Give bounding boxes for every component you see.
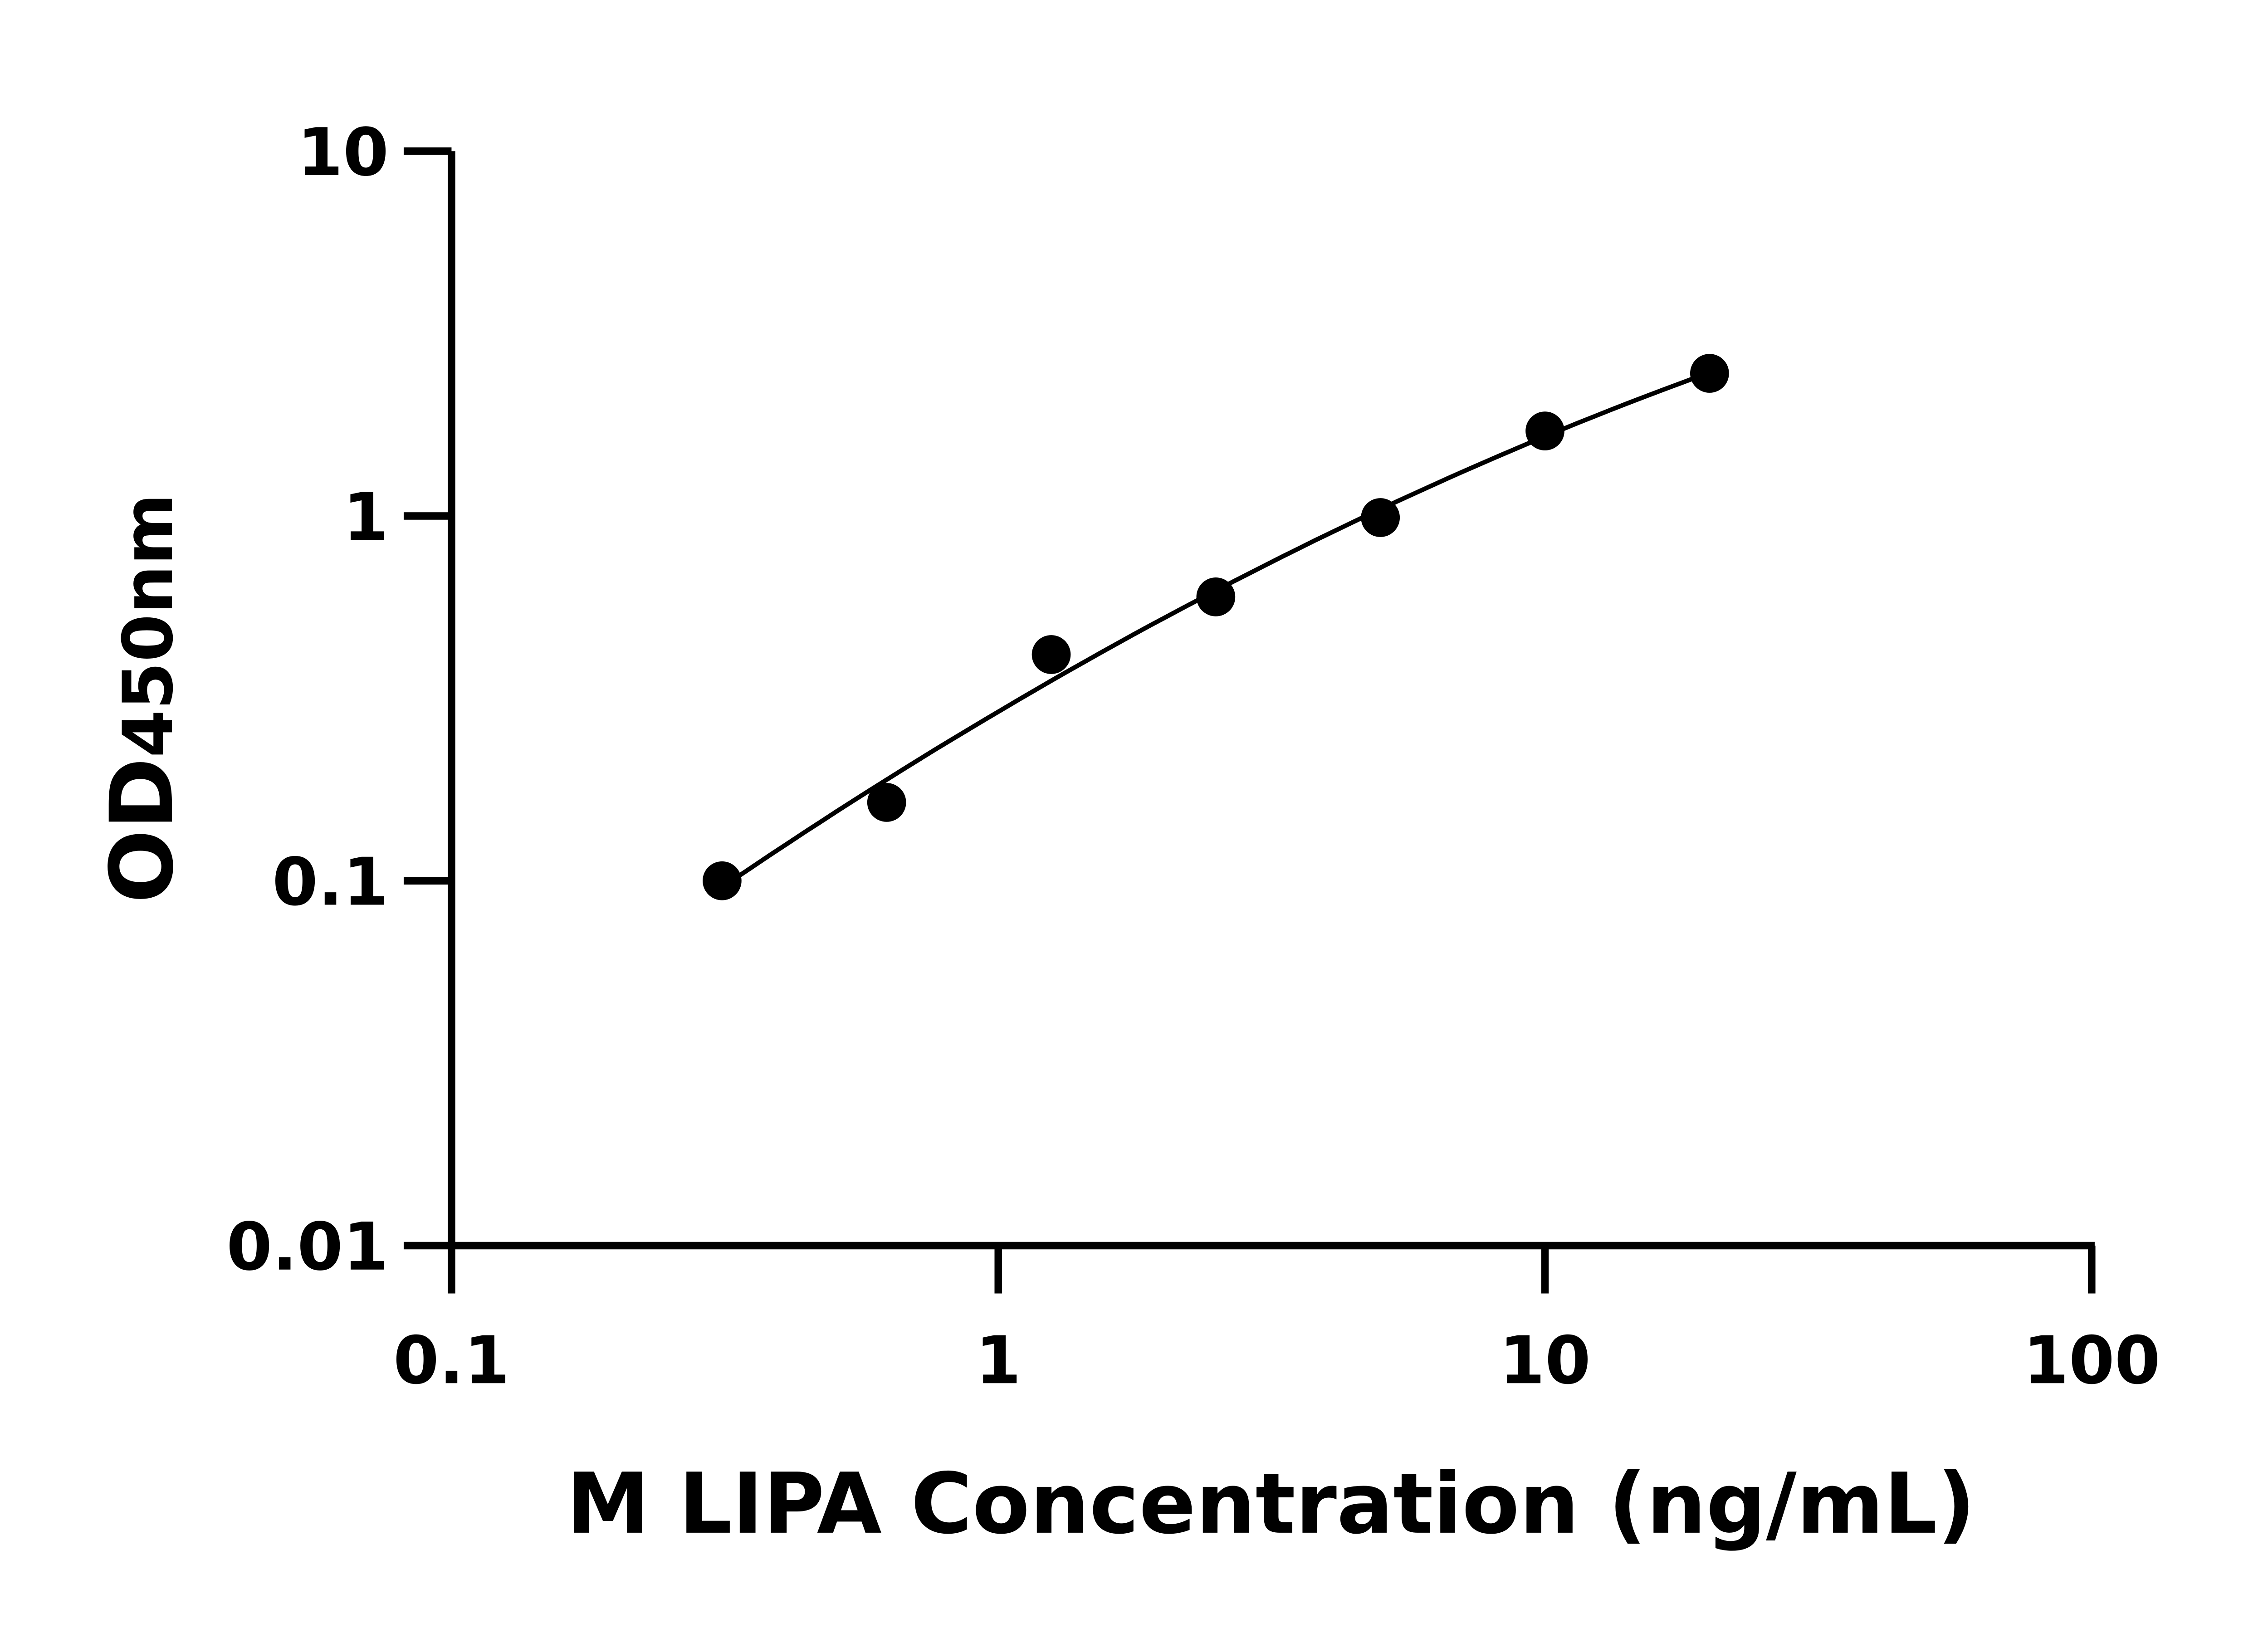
y-tick-label: 0.01 xyxy=(226,1209,389,1286)
data-point xyxy=(1361,498,1400,537)
y-axis-title: OD450nm xyxy=(92,494,193,904)
y-tick-label: 1 xyxy=(343,479,389,556)
data-points xyxy=(703,354,1729,900)
data-point xyxy=(867,783,906,822)
y-tick-label: 10 xyxy=(297,114,389,191)
x-axis-title: M LIPA Concentration (ng/mL) xyxy=(566,1455,1975,1553)
data-point xyxy=(1031,635,1071,674)
y-tick-label: 0.1 xyxy=(272,844,389,920)
x-tick-label: 100 xyxy=(2023,1322,2160,1399)
x-tick-label: 0.1 xyxy=(393,1322,510,1399)
y-axis-title-sub: 450nm xyxy=(108,494,188,758)
data-point xyxy=(1196,577,1236,616)
x-tick-label: 10 xyxy=(1499,1322,1591,1399)
x-tick-label: 1 xyxy=(975,1322,1021,1399)
data-point xyxy=(1525,411,1564,450)
y-axis-title-main: OD xyxy=(92,758,193,903)
data-point xyxy=(703,861,742,900)
data-point xyxy=(1690,354,1729,393)
